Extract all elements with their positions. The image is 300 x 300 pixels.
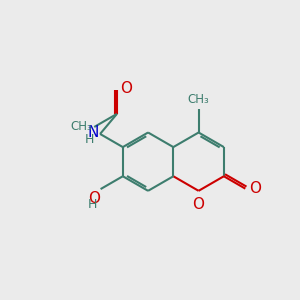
Text: H: H	[84, 133, 94, 146]
Text: O: O	[120, 81, 132, 96]
Text: O: O	[249, 181, 261, 196]
Text: CH₃: CH₃	[188, 93, 209, 106]
Text: H: H	[88, 198, 97, 212]
Text: N: N	[87, 125, 99, 140]
Text: O: O	[88, 190, 100, 206]
Text: O: O	[193, 197, 205, 212]
Text: CH₃: CH₃	[70, 121, 92, 134]
